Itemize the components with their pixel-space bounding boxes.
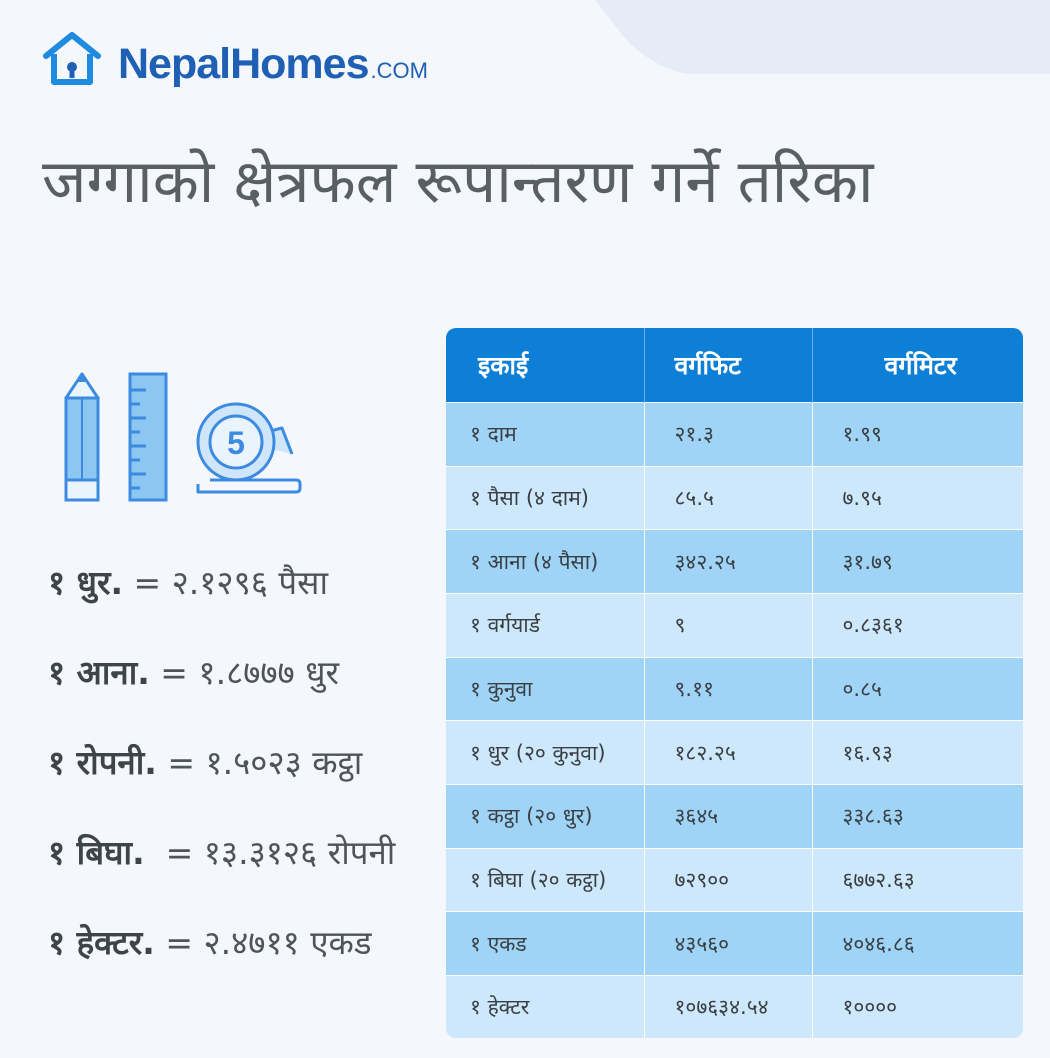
column-header-unit: इकाई (446, 328, 645, 403)
table-row: १ बिघा (२० कट्ठा) ७२९०० ६७७२.६३ (446, 847, 1023, 912)
svg-text:5: 5 (227, 425, 245, 461)
formula-value: = १३.३१२६ रोपनी (155, 833, 396, 872)
measurement-tools-illustration: 5 (60, 370, 320, 514)
cell-sqft: ८५.५ (644, 465, 813, 530)
cell-sqft: ३४२.२५ (644, 529, 813, 594)
column-header-sqft: वर्गफिट (644, 328, 813, 403)
cell-unit: १ एकड (446, 911, 645, 976)
formula-unit: १ रोपनी. (48, 743, 157, 782)
cell-unit: १ बिघा (२० कट्ठा) (446, 847, 645, 912)
column-header-sqm: वर्गमिटर (812, 328, 1023, 403)
cell-unit: १ धुर (२० कुनुवा) (446, 720, 645, 785)
pencil-icon (64, 372, 100, 502)
cell-sqm: १.९९ (812, 402, 1023, 467)
brand-name: NepalHomes (118, 40, 369, 88)
cell-sqm: ४०४६.८६ (812, 911, 1023, 976)
cell-unit: १ कुनुवा (446, 656, 645, 721)
table-row: १ दाम २१.३ १.९९ (446, 402, 1023, 467)
ruler-icon (128, 372, 168, 502)
formula-value: = २.४७११ एकड (165, 923, 372, 962)
cell-sqm: १०००० (812, 974, 1023, 1038)
cell-sqft: ९.११ (644, 656, 813, 721)
cell-unit: १ दाम (446, 402, 645, 467)
formula-ropani: १ रोपनी. = १.५०२३ कट्ठा (48, 740, 395, 830)
formula-unit: १ हेक्टर. (48, 923, 155, 962)
cell-sqm: १६.९३ (812, 720, 1023, 785)
corner-decoration (587, 0, 1050, 74)
cell-sqm: ०.८३६१ (812, 592, 1023, 658)
formula-unit: १ बिघा. (48, 833, 145, 872)
cell-unit: १ पैसा (४ दाम) (446, 465, 645, 530)
cell-sqft: ४३५६० (644, 911, 813, 976)
formula-dhur: १ धुर. = २.१२९६ पैसा (48, 560, 395, 650)
table-row: १ पैसा (४ दाम) ८५.५ ७.९५ (446, 465, 1023, 530)
table-row: १ आना (४ पैसा) ३४२.२५ ३१.७९ (446, 529, 1023, 594)
cell-sqm: ३३८.६३ (812, 783, 1023, 849)
cell-sqft: १८२.२५ (644, 720, 813, 785)
conversion-formulas: १ धुर. = २.१२९६ पैसा १ आना. = १.८७७७ धुर… (48, 560, 395, 1010)
cell-sqm: ३१.७९ (812, 529, 1023, 594)
table-header-row: इकाई वर्गफिट वर्गमिटर (446, 328, 1023, 403)
formula-aana: १ आना. = १.८७७७ धुर (48, 650, 395, 740)
table-row: १ हेक्टर १०७६३४.५४ १०००० (446, 974, 1023, 1038)
formula-value: = १.८७७७ धुर (160, 653, 339, 692)
cell-sqm: ७.९५ (812, 465, 1023, 530)
house-icon (40, 30, 104, 86)
table-row: १ कट्ठा (२० धुर) ३६४५ ३३८.६३ (446, 783, 1023, 849)
cell-sqft: ९ (644, 592, 813, 658)
page-title: जग्गाको क्षेत्रफल रूपान्तरण गर्ने तरिका (42, 147, 874, 217)
table-row: १ धुर (२० कुनुवा) १८२.२५ १६.९३ (446, 720, 1023, 785)
brand-logo[interactable]: NepalHomes .COM (40, 30, 428, 86)
cell-sqm: ६७७२.६३ (812, 847, 1023, 912)
table-row: १ एकड ४३५६० ४०४६.८६ (446, 911, 1023, 976)
formula-bigha: १ बिघा. = १३.३१२६ रोपनी (48, 830, 395, 920)
formula-unit: १ आना. (48, 653, 150, 692)
cell-sqft: १०७६३४.५४ (644, 974, 813, 1038)
cell-unit: १ वर्गयार्ड (446, 592, 645, 658)
formula-value: = १.५०२३ कट्ठा (167, 743, 363, 782)
formula-unit: १ धुर. (48, 563, 123, 602)
table-row: १ कुनुवा ९.११ ०.८५ (446, 656, 1023, 721)
cell-unit: १ आना (४ पैसा) (446, 529, 645, 594)
table-row: १ वर्गयार्ड ९ ०.८३६१ (446, 592, 1023, 658)
conversion-table: इकाई वर्गफिट वर्गमिटर १ दाम २१.३ १.९९ १ … (446, 328, 1023, 1038)
formula-value: = २.१२९६ पैसा (133, 563, 329, 602)
brand-suffix: .COM (370, 58, 428, 83)
cell-sqft: ७२९०० (644, 847, 813, 912)
cell-sqft: ३६४५ (644, 783, 813, 849)
cell-unit: १ कट्ठा (२० धुर) (446, 783, 645, 849)
cell-unit: १ हेक्टर (446, 974, 645, 1038)
formula-hectare: १ हेक्टर. = २.४७११ एकड (48, 920, 395, 1010)
cell-sqm: ०.८५ (812, 656, 1023, 721)
cell-sqft: २१.३ (644, 402, 813, 467)
measuring-tape-icon: 5 (196, 402, 302, 494)
